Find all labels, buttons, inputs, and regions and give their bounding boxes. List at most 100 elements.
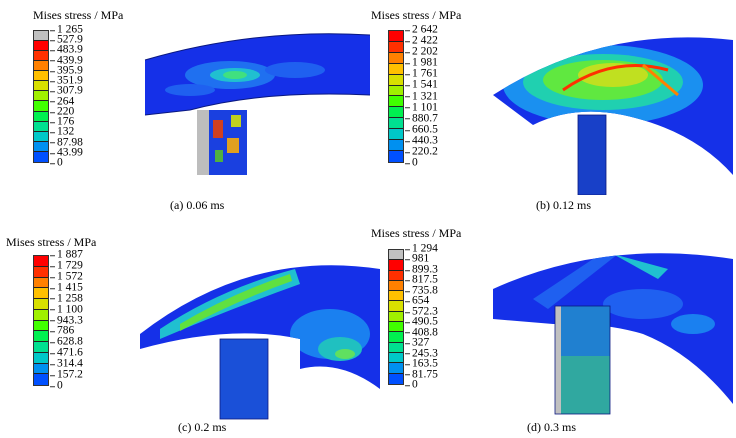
colorbar-tick-label: 264 [49, 94, 75, 107]
colorbar-tick-label: 307.9 [50, 84, 83, 97]
colorbar-tick-label: 43.99 [50, 146, 83, 159]
colorbar-segment [389, 52, 403, 64]
colorbar-tick-label: 2 642 [405, 23, 438, 36]
colorbar [388, 249, 404, 385]
colorbar-segment [34, 31, 48, 42]
colorbar-tick-label: 440.3 [405, 134, 438, 147]
colorbar-segment [389, 118, 403, 130]
colorbar-tick-label: 2 422 [405, 34, 438, 47]
colorbar-segment [389, 280, 403, 292]
colorbar [33, 255, 49, 386]
colorbar-segment [34, 288, 48, 299]
colorbar-tick-label: 1 761 [405, 67, 438, 80]
colorbar-segment [34, 151, 48, 162]
colorbar-tick-label: 1 258 [50, 291, 83, 304]
colorbar-tick-label: 1 101 [405, 100, 438, 113]
colorbar-segment [34, 363, 48, 375]
colorbar-tick-label: 220 [49, 105, 75, 118]
colorbar-segment [389, 63, 403, 75]
panel-a: Mises stress / MPa 1 265 527.9 483.9 439.9 3… [0, 0, 371, 219]
colorbar-segment [389, 107, 403, 119]
legend-title: Mises stress / MPa [33, 8, 124, 22]
legend-title: Mises stress / MPa [371, 8, 462, 22]
colorbar-segment [34, 320, 48, 332]
colorbar-segment [389, 270, 403, 281]
colorbar-tick-label: 395.9 [50, 64, 83, 77]
colorbar-segment [34, 61, 48, 72]
legend-title: Mises stress / MPa [371, 226, 462, 240]
colorbar-tick-label: 735.8 [405, 284, 438, 297]
colorbar-tick-label: 314.4 [50, 357, 83, 370]
colorbar-tick-label: 786 [49, 324, 75, 337]
colorbar-tick-label: 1 572 [50, 270, 83, 283]
panel-caption: (b) 0.12 ms [536, 198, 591, 212]
colorbar-tick-label: 163.5 [405, 357, 438, 370]
colorbar-segment [34, 41, 48, 52]
colorbar-tick-label: 220.2 [405, 145, 438, 158]
colorbar-tick-label: 0 [50, 156, 63, 169]
colorbar-segment [389, 352, 403, 364]
colorbar-segment [34, 51, 48, 62]
colorbar-tick-label: 628.8 [50, 335, 83, 348]
panel-caption: (a) 0.06 ms [170, 198, 225, 212]
colorbar-segment [389, 250, 403, 261]
stress-contour-plot [140, 265, 380, 420]
colorbar-segment [389, 41, 403, 53]
colorbar-segment [34, 342, 48, 353]
colorbar-tick-label: 0 [50, 379, 63, 392]
colorbar-tick-label: 1 541 [405, 78, 438, 91]
colorbar-tick-label: 2 202 [405, 45, 438, 58]
colorbar-segment [389, 129, 403, 141]
colorbar-segment [34, 331, 48, 342]
colorbar-segment [389, 31, 403, 42]
colorbar-segment [34, 266, 48, 278]
panel-caption: (c) 0.2 ms [178, 420, 227, 434]
colorbar-tick-label: 572.3 [405, 305, 438, 318]
colorbar-tick-label: 245.3 [405, 346, 438, 359]
stress-contour-plot [493, 253, 733, 415]
colorbar-tick-label: 880.7 [405, 111, 438, 124]
colorbar-segment [34, 101, 48, 112]
colorbar-tick-label: 981 [404, 252, 430, 265]
colorbar-segment [389, 322, 403, 333]
colorbar-tick-label: 527.9 [50, 33, 83, 46]
colorbar-segment [389, 140, 403, 151]
colorbar-segment [389, 373, 403, 384]
colorbar-segment [34, 256, 48, 267]
colorbar-tick-label: 0 [405, 378, 418, 391]
colorbar [388, 30, 404, 163]
colorbar-tick-label: 439.9 [50, 53, 83, 66]
colorbar-segment [389, 342, 403, 353]
colorbar-segment [389, 291, 403, 302]
panel-c: Mises stress / MPa 1 887 1 729 1 572 1 415 1… [0, 219, 380, 438]
colorbar-segment [389, 332, 403, 343]
colorbar-tick-label: 157.2 [50, 368, 83, 381]
panel-caption: (d) 0.3 ms [527, 420, 576, 434]
colorbar-segment [34, 91, 48, 102]
colorbar-segment [34, 131, 48, 142]
colorbar-segment [34, 309, 48, 321]
colorbar-segment [34, 277, 48, 289]
colorbar-segment [34, 81, 48, 92]
colorbar-tick-label: 1 981 [405, 56, 438, 69]
colorbar-segment [389, 85, 403, 97]
colorbar-segment [34, 121, 48, 132]
colorbar-tick-label: 1 265 [50, 23, 83, 36]
colorbar-segment [389, 363, 403, 374]
colorbar-segment [34, 352, 48, 364]
colorbar [33, 30, 49, 163]
colorbar-segment [34, 374, 48, 385]
colorbar-segment [389, 260, 403, 271]
colorbar-tick-label: 490.5 [405, 315, 438, 328]
colorbar-tick-label: 654 [404, 294, 430, 307]
panel-d: Mises stress / MPa 1 294 981 899.3 817.5 735… [368, 219, 736, 438]
colorbar-segment [34, 299, 48, 310]
colorbar-tick-label: 1 100 [50, 302, 83, 315]
stress-contour-plot [493, 37, 733, 195]
colorbar-tick-label: 81.75 [405, 367, 438, 380]
colorbar-segment [34, 71, 48, 82]
colorbar-tick-label: 660.5 [405, 123, 438, 135]
colorbar-tick-label: 1 729 [50, 259, 83, 272]
colorbar-segment [34, 111, 48, 122]
colorbar-tick-label: 132 [49, 125, 75, 138]
